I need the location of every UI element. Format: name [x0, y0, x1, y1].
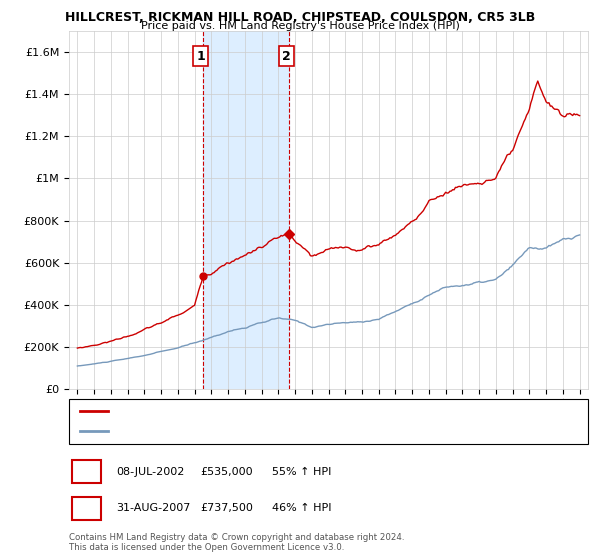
Text: 08-JUL-2002: 08-JUL-2002 [116, 466, 184, 477]
Text: 1: 1 [82, 465, 91, 478]
Text: HPI: Average price, detached house, Reigate and Banstead: HPI: Average price, detached house, Reig… [113, 427, 394, 436]
Text: 2: 2 [82, 502, 91, 515]
Text: HILLCREST, RICKMAN HILL ROAD, CHIPSTEAD, COULSDON, CR5 3LB: HILLCREST, RICKMAN HILL ROAD, CHIPSTEAD,… [65, 11, 535, 24]
Text: This data is licensed under the Open Government Licence v3.0.: This data is licensed under the Open Gov… [69, 543, 344, 552]
Text: 55% ↑ HPI: 55% ↑ HPI [272, 466, 331, 477]
Text: £737,500: £737,500 [200, 503, 253, 514]
Text: HILLCREST, RICKMAN HILL ROAD, CHIPSTEAD, COULSDON, CR5 3LB (detached house): HILLCREST, RICKMAN HILL ROAD, CHIPSTEAD,… [113, 407, 520, 416]
Text: Contains HM Land Registry data © Crown copyright and database right 2024.: Contains HM Land Registry data © Crown c… [69, 533, 404, 542]
Text: 2: 2 [283, 50, 291, 63]
Bar [203, 31, 289, 389]
Text: £535,000: £535,000 [200, 466, 253, 477]
Text: Price paid vs. HM Land Registry's House Price Index (HPI): Price paid vs. HM Land Registry's House … [140, 21, 460, 31]
Text: 31-AUG-2007: 31-AUG-2007 [116, 503, 190, 514]
Text: 1: 1 [196, 50, 205, 63]
Text: 46% ↑ HPI: 46% ↑ HPI [272, 503, 331, 514]
